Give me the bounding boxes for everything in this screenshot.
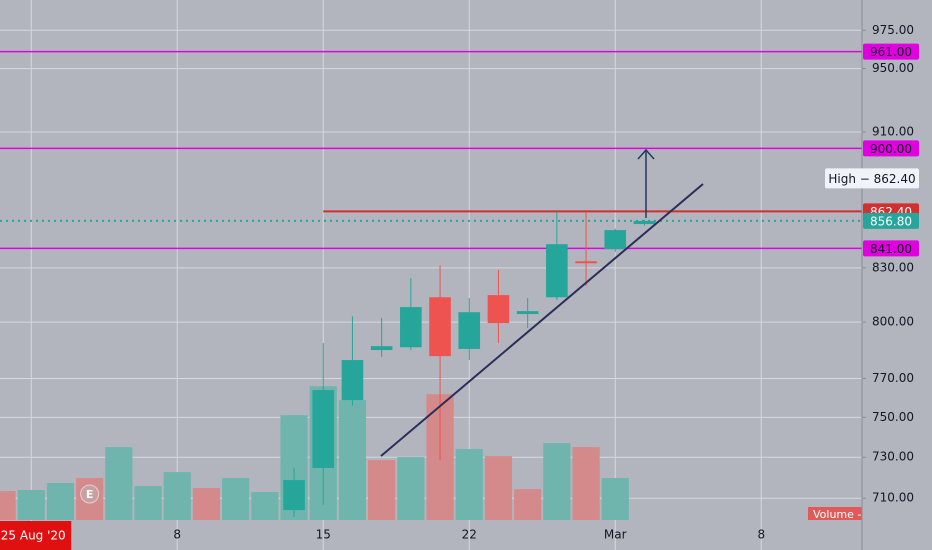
candle-body bbox=[370, 346, 393, 351]
last-price-label-box bbox=[863, 212, 919, 229]
y-tick-label: 800.00 bbox=[872, 315, 914, 329]
high-tag: High − 862.40 bbox=[828, 172, 915, 186]
y-tick-label: 730.00 bbox=[872, 450, 914, 464]
y-tick-label: 770.00 bbox=[872, 371, 914, 385]
candle-body bbox=[487, 295, 510, 324]
volume-bar bbox=[601, 478, 629, 520]
volume-bar bbox=[572, 447, 600, 520]
candle-body bbox=[575, 261, 597, 264]
trend-line bbox=[380, 183, 704, 457]
volume-bar bbox=[46, 483, 75, 520]
crosshair-box bbox=[0, 521, 72, 550]
level-label: 841.00 bbox=[870, 242, 912, 256]
volume-bar bbox=[455, 449, 483, 520]
candle-body bbox=[400, 307, 422, 348]
x-tick-label: 8 bbox=[757, 528, 765, 542]
axes: 975.00 950.00 910.00 830.00 800.00 770.00 750.… bbox=[0, 23, 919, 550]
candle-body bbox=[516, 311, 539, 315]
crosshair-label: 25 Aug '20 bbox=[1, 529, 66, 543]
level-label-box bbox=[863, 240, 919, 257]
volume-bar bbox=[192, 488, 221, 520]
volume-bar bbox=[222, 478, 250, 520]
volume-bar bbox=[484, 456, 513, 520]
candles bbox=[283, 212, 656, 518]
volume-bar bbox=[17, 490, 45, 520]
levels bbox=[0, 50, 862, 250]
volume-bar bbox=[338, 400, 367, 520]
x-tick-label: Mar bbox=[604, 528, 627, 542]
candle-body bbox=[633, 220, 656, 225]
candle-body bbox=[283, 480, 305, 511]
event-marker bbox=[80, 484, 100, 504]
volume-bar bbox=[163, 472, 191, 520]
level-label: 900.00 bbox=[870, 142, 912, 156]
y-tick-label: 710.00 bbox=[872, 491, 914, 505]
event-label: E bbox=[86, 488, 94, 501]
volume-bar bbox=[514, 489, 542, 520]
volume-bar bbox=[0, 491, 16, 520]
y-tick-label: 750.00 bbox=[872, 410, 914, 424]
y-tick-label: 950.00 bbox=[872, 61, 914, 75]
volume-bar bbox=[397, 457, 425, 520]
candle-body bbox=[429, 297, 451, 357]
x-tick-label: 15 bbox=[316, 528, 331, 542]
volume-bar bbox=[134, 486, 162, 520]
x-tick-label: 8 bbox=[173, 528, 181, 542]
level-label-box bbox=[863, 140, 919, 157]
candle-body bbox=[312, 390, 335, 468]
y-tick-label: 830.00 bbox=[872, 260, 914, 274]
level-label-box bbox=[863, 43, 919, 60]
last-price-label: 856.80 bbox=[870, 214, 912, 228]
high-tag-box bbox=[825, 168, 919, 189]
x-tick-label: 22 bbox=[462, 528, 477, 542]
candle-body bbox=[458, 312, 481, 349]
level-label: 961.00 bbox=[870, 45, 912, 59]
volume-bar bbox=[543, 443, 571, 520]
y-tick-label: 910.00 bbox=[872, 125, 914, 139]
candle-body bbox=[341, 360, 364, 401]
volume-bar bbox=[368, 460, 396, 520]
volume-legend: Volume - 64.493K bbox=[813, 508, 911, 521]
volume-bar bbox=[251, 492, 279, 520]
arrow-head bbox=[637, 148, 655, 160]
volume-bar bbox=[105, 447, 133, 520]
volume-pane: E Volume - 64.493K bbox=[0, 386, 911, 521]
volume-legend-box bbox=[808, 507, 862, 520]
candle-body bbox=[604, 230, 627, 250]
y-tick-label: 975.00 bbox=[872, 23, 914, 37]
candle-body bbox=[546, 244, 568, 298]
